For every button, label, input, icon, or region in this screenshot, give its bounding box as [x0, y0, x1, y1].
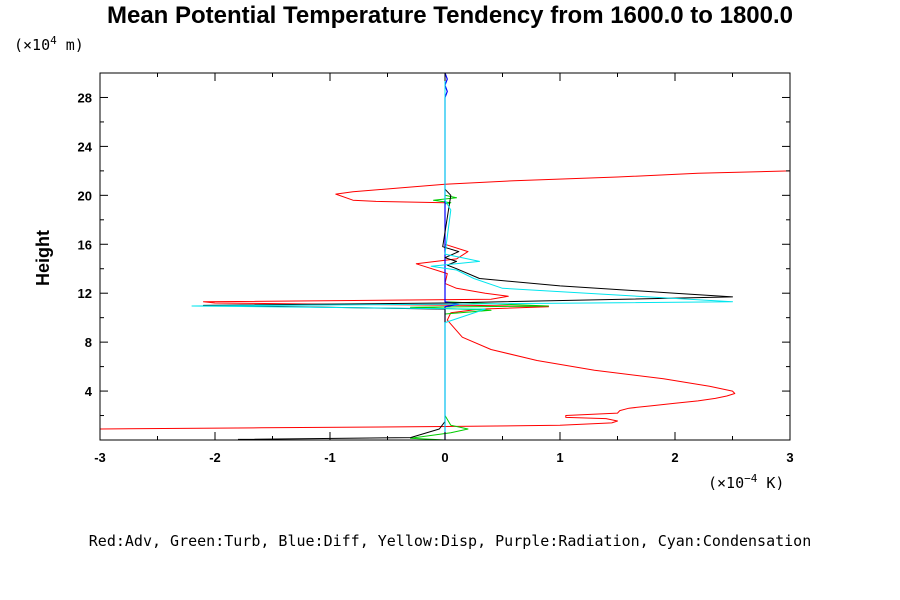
- y-axis-unit-prefix: (×10: [14, 36, 51, 54]
- y-tick-label: 8: [85, 335, 92, 350]
- y-axis-unit: (×104 m): [14, 34, 84, 54]
- legend: Red:Adv, Green:Turb, Blue:Diff, Yellow:D…: [88, 532, 812, 550]
- x-tick-label: 0: [441, 450, 448, 465]
- series-line-radiation: [203, 73, 733, 440]
- x-tick-label: -1: [324, 450, 336, 465]
- series-line-condensation: [191, 73, 733, 440]
- y-axis-label: Height: [33, 230, 53, 286]
- x-axis-unit-exponent: −4: [744, 472, 758, 485]
- chart-title: Mean Potential Temperature Tendency from…: [106, 2, 793, 29]
- y-tick-label: 20: [78, 188, 92, 203]
- series-layer: [99, 72, 791, 441]
- series-line-turb: [410, 73, 549, 441]
- x-tick-label: -3: [94, 450, 106, 465]
- x-tick-label: 2: [671, 450, 678, 465]
- x-axis-unit-prefix: (×10: [708, 474, 745, 492]
- y-tick-label: 4: [85, 384, 93, 399]
- x-tick-label: -2: [209, 450, 221, 465]
- x-axis-unit-suffix: K): [757, 474, 785, 492]
- y-tick-label: 28: [78, 90, 92, 105]
- series-line-adv: [99, 170, 791, 430]
- x-tick-label: 1: [556, 450, 563, 465]
- y-tick-label: 24: [78, 139, 93, 154]
- y-axis-unit-suffix: m): [56, 36, 84, 54]
- y-tick-label: 16: [78, 237, 92, 252]
- y-tick-label: 12: [78, 286, 92, 301]
- y-axis-unit-exponent: 4: [50, 34, 57, 47]
- x-tick-label: 3: [786, 450, 793, 465]
- x-axis-unit: (×10−4 K): [708, 472, 784, 492]
